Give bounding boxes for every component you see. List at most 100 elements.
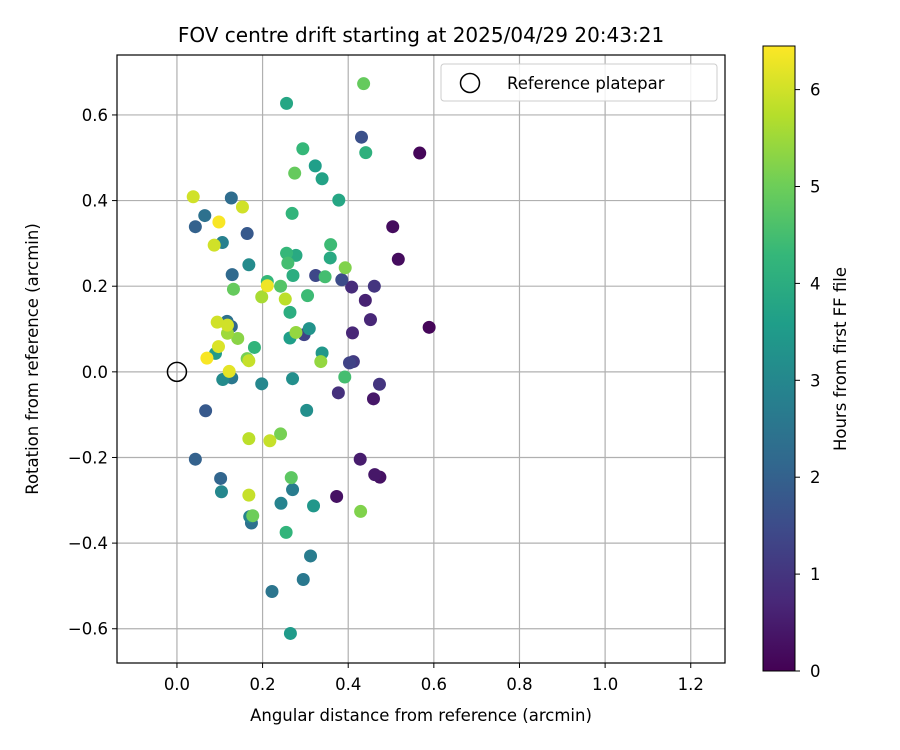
data-point	[279, 525, 293, 539]
y-tick-label: 0.2	[82, 277, 108, 296]
data-point	[359, 146, 373, 160]
colorbar-tick-label: 4	[810, 274, 821, 293]
data-point	[247, 340, 261, 354]
data-point	[242, 354, 256, 368]
x-tick-label: 0.8	[506, 675, 532, 694]
data-point	[345, 280, 359, 294]
data-point	[289, 325, 303, 339]
data-point	[300, 403, 314, 417]
colorbar-tick-label: 3	[810, 371, 821, 390]
data-point	[210, 315, 224, 329]
data-point	[302, 322, 316, 336]
y-tick-label: 0.0	[82, 363, 108, 382]
data-point	[212, 215, 226, 229]
chart-title: FOV centre drift starting at 2025/04/29 …	[178, 23, 664, 47]
data-point	[242, 432, 256, 446]
data-point	[260, 279, 274, 293]
data-point	[335, 273, 349, 287]
data-point	[301, 289, 315, 303]
colorbar-tick-label: 6	[810, 81, 821, 100]
scatter-points	[186, 77, 436, 640]
y-tick-label: −0.2	[68, 448, 108, 467]
data-point	[214, 485, 228, 499]
data-point	[242, 488, 256, 502]
colorbar-tick-label: 2	[810, 468, 821, 487]
data-point	[286, 269, 300, 283]
data-point	[342, 356, 356, 370]
data-point	[222, 364, 236, 378]
data-point	[386, 220, 400, 234]
data-point	[265, 584, 279, 598]
data-point	[363, 313, 377, 327]
data-point	[314, 355, 328, 369]
data-point	[307, 499, 321, 513]
data-point	[200, 351, 214, 365]
data-point	[255, 377, 269, 391]
colorbar-tick-label: 0	[810, 662, 821, 681]
x-tick-label: 0.0	[164, 675, 190, 694]
data-point	[280, 96, 294, 110]
data-point	[288, 166, 302, 180]
legend-marker-icon	[459, 72, 481, 94]
data-point	[367, 279, 381, 293]
data-point	[199, 404, 213, 418]
x-tick-label: 1.0	[592, 675, 618, 694]
data-point	[242, 258, 256, 272]
data-point	[231, 331, 245, 345]
y-tick-label: 0.4	[82, 192, 108, 211]
data-point	[286, 483, 300, 497]
data-point	[226, 282, 240, 296]
y-tick-label: −0.4	[68, 534, 108, 553]
data-point	[338, 261, 352, 275]
x-tick-label: 0.4	[335, 675, 361, 694]
legend: Reference platepar	[440, 63, 718, 102]
data-point	[366, 392, 380, 406]
data-point	[330, 489, 344, 503]
data-point	[358, 293, 372, 307]
reference-platepar-marker	[166, 361, 188, 383]
data-point	[280, 246, 294, 260]
data-point	[315, 172, 329, 186]
colorbar	[762, 45, 796, 672]
data-point	[263, 434, 277, 448]
y-axis-label: Rotation from reference (arcmin)	[23, 223, 42, 495]
data-point	[354, 130, 368, 144]
data-point	[345, 326, 359, 340]
data-point	[188, 220, 202, 234]
y-tick-label: 0.6	[82, 106, 108, 125]
data-point	[323, 251, 337, 265]
data-point	[304, 549, 318, 563]
x-axis-ticks: 0.0 0.2 0.4 0.6 0.8 1.0 1.2	[164, 663, 704, 694]
data-point	[308, 159, 322, 173]
data-point	[246, 509, 260, 523]
data-point	[353, 452, 367, 466]
data-point	[318, 270, 332, 284]
data-point	[331, 386, 345, 400]
data-point	[207, 238, 221, 252]
data-point	[391, 252, 405, 266]
data-point	[220, 318, 234, 332]
data-point	[188, 452, 202, 466]
data-point	[224, 191, 238, 205]
data-point	[255, 290, 269, 304]
data-point	[214, 471, 228, 485]
data-point	[372, 377, 386, 391]
colorbar-label: Hours from first FF file	[831, 267, 850, 451]
data-point	[338, 370, 352, 384]
x-axis-label: Angular distance from reference (arcmin)	[250, 706, 592, 725]
data-point	[332, 193, 346, 207]
data-point	[286, 372, 300, 386]
data-point	[278, 292, 292, 306]
data-point	[413, 146, 427, 160]
data-point	[225, 268, 239, 282]
data-point	[186, 190, 200, 204]
colorbar-tick-label: 1	[810, 565, 821, 584]
data-point	[357, 77, 371, 91]
x-tick-label: 1.2	[678, 675, 704, 694]
data-point	[274, 496, 288, 510]
y-axis-ticks: −0.6 −0.4 −0.2 0.0 0.2 0.4 0.6	[68, 106, 117, 639]
plot-frame	[116, 54, 726, 664]
data-point	[283, 305, 297, 319]
